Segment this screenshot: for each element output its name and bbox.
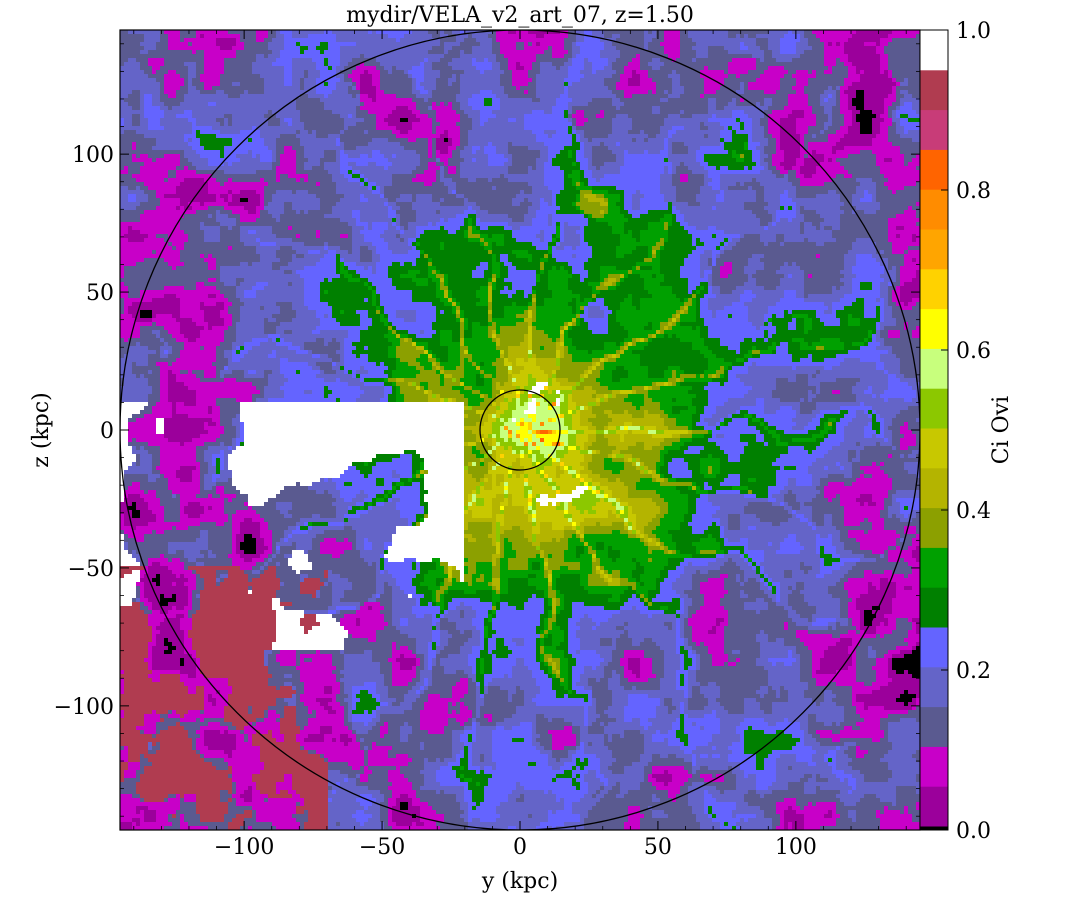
colorbar-swatch	[920, 627, 948, 668]
colorbar-tick-label: 0.0	[956, 819, 991, 844]
heatmap-raster	[120, 30, 920, 830]
heatmap-image	[120, 30, 920, 830]
colorbar-swatch	[920, 507, 948, 548]
colorbar-tick-label: 1.0	[956, 19, 991, 44]
colorbar-label: Ci Ovi	[989, 396, 1014, 464]
x-tick-label: −50	[359, 835, 405, 860]
colorbar-swatch	[920, 706, 948, 747]
x-axis-label: y (kpc)	[481, 869, 558, 894]
colorbar-tick-label: 0.2	[956, 659, 991, 684]
colorbar-swatch	[920, 30, 948, 71]
x-tick-label: 0	[513, 835, 527, 860]
colorbar-tick-label: 0.4	[956, 499, 991, 524]
y-tick-label: 50	[86, 281, 114, 306]
colorbar-swatch	[920, 587, 948, 628]
colorbar-swatch	[920, 69, 948, 111]
colorbar-swatch	[920, 268, 948, 310]
colorbar: 0.0 0.2 0.4 0.6 0.8 1.0	[919, 19, 991, 844]
x-axis: −100 −50 0 50 100	[133, 30, 907, 860]
colorbar-swatch	[920, 467, 948, 509]
colorbar-swatch	[920, 547, 948, 588]
colorbar-swatch	[920, 746, 948, 787]
colorbar-swatch	[920, 229, 948, 270]
colorbar-swatch	[920, 189, 948, 230]
colorbar-swatch	[920, 348, 948, 389]
x-tick-label: −100	[214, 835, 274, 860]
colorbar-swatch	[920, 388, 948, 429]
y-axis: −100 −50 0 50 100	[54, 43, 920, 817]
inner-radius-circle	[479, 389, 561, 471]
x-tick-label: 100	[775, 835, 817, 860]
colorbar-swatch	[920, 308, 948, 349]
colorbar-frame	[919, 29, 949, 831]
y-axis-label: z (kpc)	[29, 392, 54, 468]
chart-title: mydir/VELA_v2_art_07, z=1.50	[346, 3, 694, 28]
colorbar-tick-label: 0.6	[956, 339, 991, 364]
y-tick-label: −100	[54, 695, 114, 720]
overlay-circles	[120, 30, 920, 830]
y-tick-label: 0	[100, 419, 114, 444]
colorbar-tick-label: 0.8	[956, 179, 991, 204]
colorbar-swatch	[920, 428, 948, 469]
x-tick-label: 50	[644, 835, 672, 860]
colorbar-swatch	[920, 149, 948, 190]
y-tick-label: 100	[72, 143, 114, 168]
colorbar-swatch	[920, 826, 948, 831]
colorbar-swatch	[920, 109, 948, 150]
colorbar-swatch	[920, 666, 948, 708]
colorbar-swatch	[920, 786, 948, 827]
y-tick-label: −50	[68, 557, 114, 582]
